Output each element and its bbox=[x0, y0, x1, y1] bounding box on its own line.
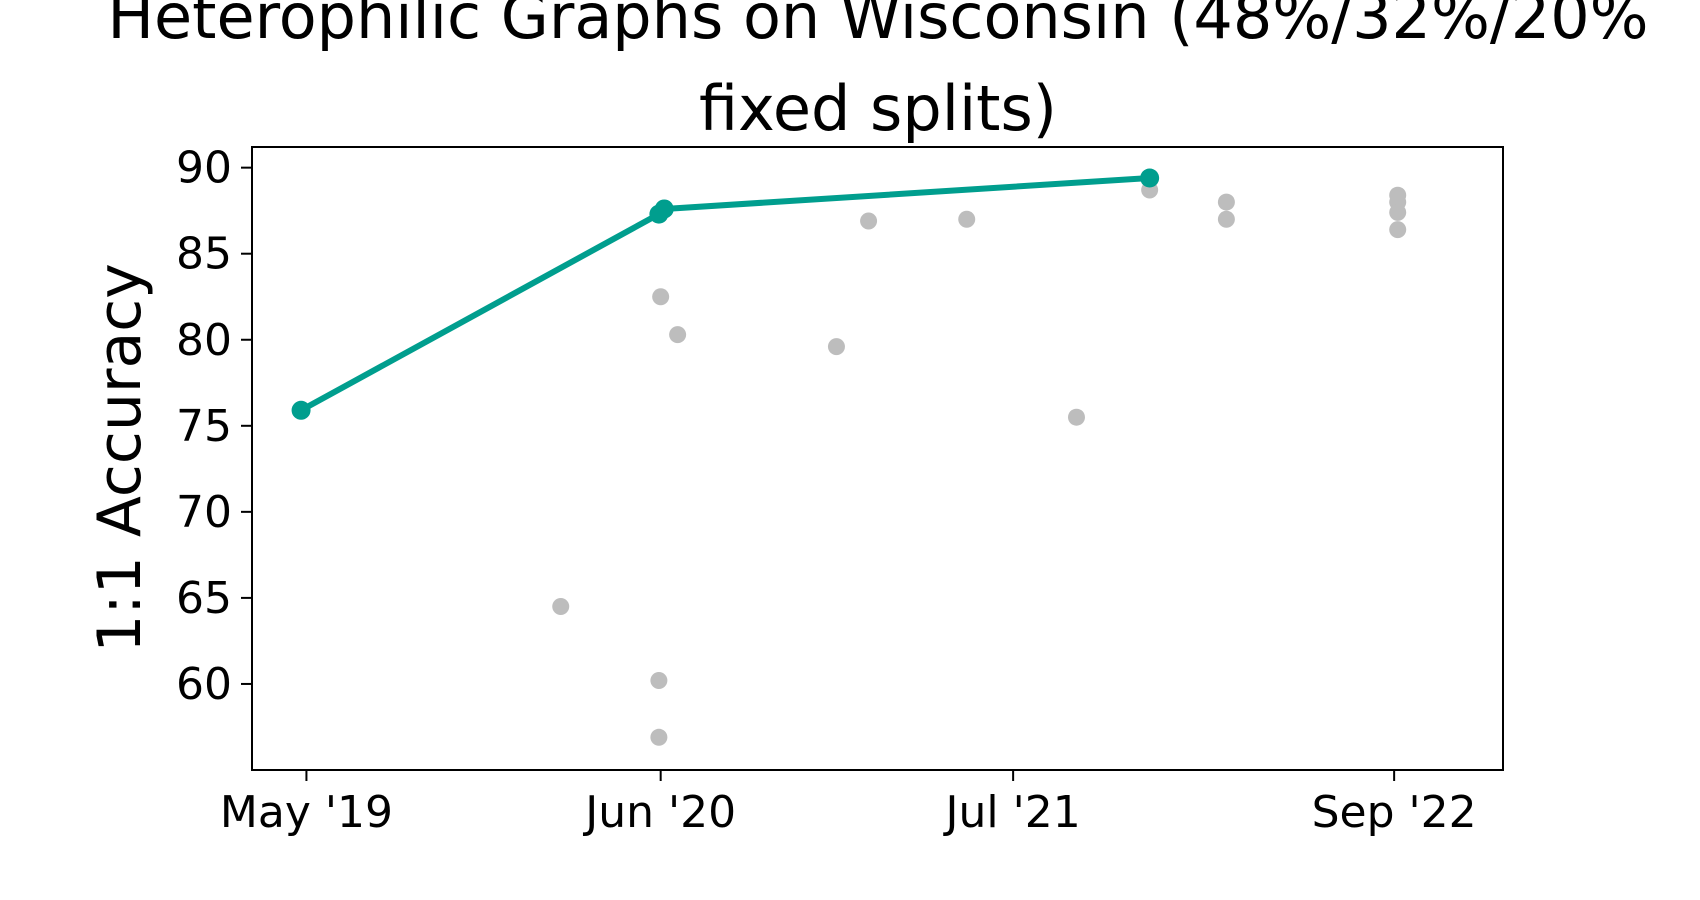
y-tick-label: 65 bbox=[176, 573, 232, 624]
y-tick-label: 85 bbox=[176, 229, 232, 280]
y-tick-label: 60 bbox=[176, 659, 232, 710]
chart-title-line: fixed splits) bbox=[699, 72, 1057, 145]
plot-area bbox=[291, 168, 1407, 746]
other-point bbox=[650, 672, 668, 690]
other-point bbox=[1217, 193, 1235, 211]
x-tick-label: Sep '22 bbox=[1312, 787, 1477, 838]
other-point bbox=[669, 326, 687, 344]
other-point bbox=[1217, 210, 1235, 228]
other-point bbox=[860, 212, 878, 230]
y-tick-label: 75 bbox=[176, 401, 232, 452]
other-point bbox=[1389, 221, 1407, 239]
chart-title: Heterophilic Graphs on Wisconsin (48%/32… bbox=[107, 0, 1648, 145]
other-point bbox=[652, 288, 670, 306]
sota-point bbox=[1140, 168, 1160, 188]
sota-point bbox=[654, 199, 674, 219]
other-point bbox=[958, 210, 976, 228]
y-tick-label: 90 bbox=[176, 143, 232, 194]
y-tick-label: 80 bbox=[176, 315, 232, 366]
x-tick-label: Jun '20 bbox=[582, 787, 736, 838]
other-point bbox=[1067, 408, 1085, 426]
y-axis-ticks: 60 65 70 75 80 85 90 bbox=[176, 143, 252, 710]
sota-point bbox=[291, 400, 311, 420]
y-axis-label-group: 1:1 Accuracy bbox=[85, 263, 155, 653]
x-tick-label: May '19 bbox=[220, 787, 393, 838]
y-axis-label: 1:1 Accuracy bbox=[85, 263, 155, 653]
other-point bbox=[1389, 203, 1407, 221]
plot-frame bbox=[251, 146, 1504, 771]
x-axis-ticks: May '19 Jun '20 Jul '21 Sep '22 bbox=[220, 770, 1477, 838]
sota-line bbox=[298, 175, 1153, 414]
x-tick-label: Jul '21 bbox=[943, 787, 1081, 838]
other-point bbox=[827, 338, 845, 356]
chart-title-line: Heterophilic Graphs on Wisconsin (48%/32… bbox=[107, 0, 1648, 53]
other-point bbox=[650, 728, 668, 746]
other-point bbox=[552, 598, 570, 616]
y-tick-label: 70 bbox=[176, 487, 232, 538]
